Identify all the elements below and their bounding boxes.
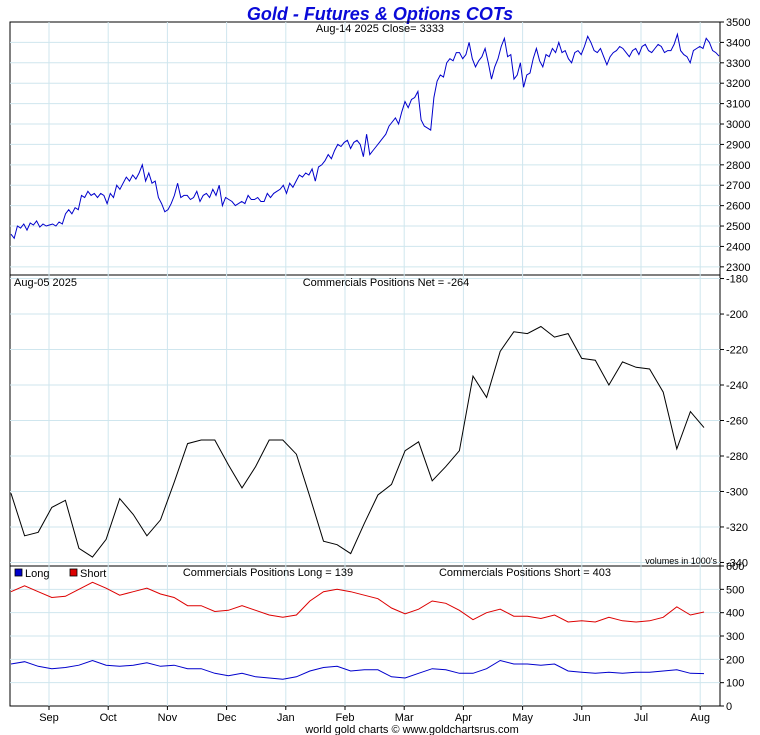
price-subtitle: Aug-14 2025 Close= 3333 xyxy=(316,23,444,35)
x-month-label: Sep xyxy=(39,712,59,724)
y-tick-label: 2400 xyxy=(726,241,750,253)
y-tick-label: 2500 xyxy=(726,221,750,233)
y-tick-label: 3300 xyxy=(726,58,750,70)
y-tick-label: 3500 xyxy=(726,17,750,29)
y-tick-label: 2600 xyxy=(726,201,750,213)
y-tick-label: -300 xyxy=(726,486,748,498)
y-tick-label: -220 xyxy=(726,345,748,357)
legend-long-label: Long xyxy=(25,568,49,580)
y-tick-label: -260 xyxy=(726,416,748,428)
y-tick-label: 3000 xyxy=(726,119,750,131)
y-tick-label: 300 xyxy=(726,631,744,643)
x-month-label: May xyxy=(512,712,533,724)
legend-short-label: Short xyxy=(80,568,106,580)
y-tick-label: -240 xyxy=(726,380,748,392)
y-tick-labels: 2300240025002600270028002900300031003200… xyxy=(720,17,750,713)
y-tick-label: -180 xyxy=(726,274,748,286)
legend-long-swatch xyxy=(14,568,23,577)
footer-credit: world gold charts © www.goldchartsrus.co… xyxy=(304,724,519,735)
series-layer xyxy=(10,32,720,680)
y-tick-label: 2700 xyxy=(726,180,750,192)
y-tick-label: 2900 xyxy=(726,139,750,151)
x-month-label: Aug xyxy=(690,712,710,724)
y-tick-label: -340 xyxy=(726,557,748,569)
x-month-label: Jan xyxy=(277,712,295,724)
grid-layer xyxy=(10,22,720,706)
volumes-note: volumes in 1000's xyxy=(645,556,717,566)
x-month-label: Jul xyxy=(634,712,648,724)
y-tick-label: -200 xyxy=(726,309,748,321)
y-tick-label: -320 xyxy=(726,522,748,534)
y-tick-label: 3200 xyxy=(726,78,750,90)
price-line xyxy=(10,32,720,240)
x-month-label: Feb xyxy=(336,712,355,724)
short-subtitle: Commercials Positions Short = 403 xyxy=(439,567,611,579)
y-tick-label: 2300 xyxy=(726,262,750,274)
y-tick-label: 0 xyxy=(726,701,732,713)
y-tick-label: 400 xyxy=(726,608,744,620)
y-tick-label: 500 xyxy=(726,584,744,596)
x-month-label: Nov xyxy=(158,712,178,724)
long-subtitle: Commercials Positions Long = 139 xyxy=(183,567,353,579)
x-month-label: Jun xyxy=(573,712,591,724)
net-date-label: Aug-05 2025 xyxy=(14,277,77,289)
chart-title: Gold - Futures & Options COTs xyxy=(247,4,513,24)
x-month-label: Mar xyxy=(395,712,414,724)
short-line xyxy=(10,581,705,623)
x-month-label: Oct xyxy=(100,712,117,724)
y-tick-label: -280 xyxy=(726,451,748,463)
y-tick-label: 3100 xyxy=(726,99,750,111)
net-subtitle: Commercials Positions Net = -264 xyxy=(303,277,470,289)
y-tick-label: 3400 xyxy=(726,37,750,49)
y-tick-label: 100 xyxy=(726,678,744,690)
net-line xyxy=(10,325,705,558)
x-month-label: Apr xyxy=(455,712,472,724)
y-tick-label: 600 xyxy=(726,561,744,573)
x-month-label: Dec xyxy=(217,712,237,724)
long-line xyxy=(10,659,705,680)
y-tick-label: 2800 xyxy=(726,160,750,172)
y-tick-label: 200 xyxy=(726,654,744,666)
x-month-labels: Sep Oct Nov Dec Jan Feb Mar Apr May Jun Jul Aug xyxy=(39,706,710,724)
legend-short-swatch xyxy=(69,568,78,577)
